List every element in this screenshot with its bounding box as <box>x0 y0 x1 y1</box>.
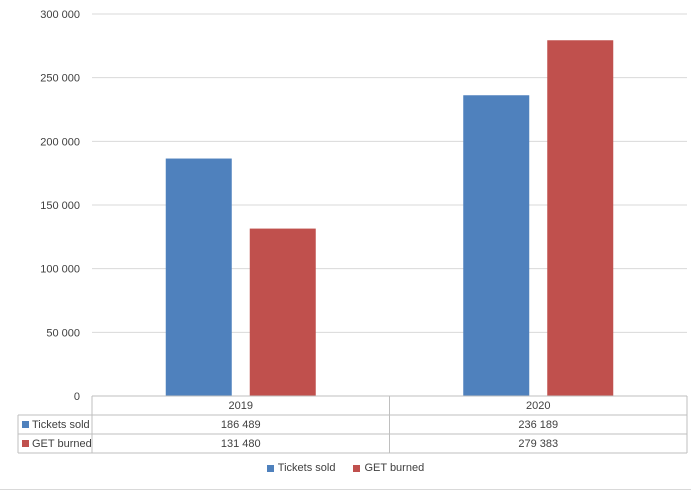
data-label: 131 480 <box>221 438 261 450</box>
legend: Tickets sold GET burned <box>0 462 691 474</box>
y-tick-label: 50 000 <box>46 327 80 339</box>
table-series-label-tickets-sold: Tickets sold <box>32 419 90 431</box>
y-tick-label: 150 000 <box>40 200 80 212</box>
legend-swatch-tickets-sold <box>266 464 274 472</box>
y-tick-label: 0 <box>74 391 80 403</box>
bar-tickets-sold-2020 <box>463 95 530 396</box>
table-swatch-get-burned <box>22 440 29 447</box>
y-tick-label: 250 000 <box>40 73 80 85</box>
y-tick-label: 100 000 <box>40 264 80 276</box>
legend-item-tickets-sold: Tickets sold <box>266 462 336 474</box>
bar-tickets-sold-2019 <box>165 158 232 396</box>
y-tick-label: 200 000 <box>40 136 80 148</box>
bar-get-burned-2020 <box>547 40 614 396</box>
legend-swatch-get-burned <box>353 464 361 472</box>
data-label: 236 189 <box>518 419 558 431</box>
legend-label-tickets-sold: Tickets sold <box>277 462 336 474</box>
table-swatch-tickets-sold <box>22 421 29 428</box>
data-label: 186 489 <box>221 419 261 431</box>
legend-label-get-burned: GET burned <box>364 462 425 474</box>
bar-get-burned-2019 <box>249 228 316 396</box>
bottom-rule <box>0 489 691 490</box>
table-series-label-get-burned: GET burned <box>32 438 92 450</box>
y-tick-label: 300 000 <box>40 9 80 21</box>
legend-item-get-burned: GET burned <box>353 462 424 474</box>
x-tick-label: 2020 <box>526 400 550 412</box>
data-label: 279 383 <box>518 438 558 450</box>
x-tick-label: 2019 <box>229 400 253 412</box>
